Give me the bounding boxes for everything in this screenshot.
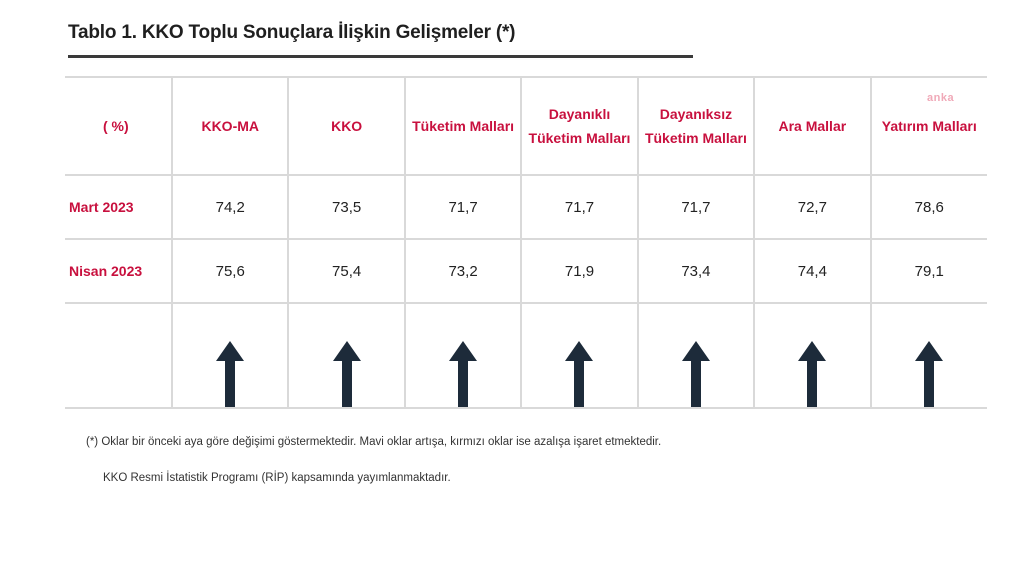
- title-underline: [68, 55, 693, 58]
- table-cell: 75,4: [288, 239, 406, 304]
- arrow-up-icon: [216, 341, 245, 407]
- column-header-line: Ara Mallar: [778, 118, 847, 134]
- arrow-cell: [754, 303, 872, 409]
- row-label: Nisan 2023: [65, 239, 174, 304]
- table-row-arrows: [65, 303, 987, 409]
- column-header-line: Tüketim Malları: [412, 118, 515, 134]
- column-header-line: Tüketim Malları: [528, 130, 631, 146]
- arrow-up-icon: [449, 341, 478, 407]
- arrow-cell: [288, 303, 406, 409]
- column-header-line: Dayanıksız: [659, 106, 733, 122]
- table-cell: 74,4: [754, 239, 872, 304]
- footnote-arrows: (*) Oklar bir önceki aya göre değişimi g…: [86, 436, 662, 448]
- arrow-up-icon: [915, 341, 944, 407]
- empty-cell: [65, 303, 174, 409]
- table-cell: 71,7: [637, 175, 756, 240]
- table-cell: 71,7: [521, 175, 639, 240]
- arrow-cell: [172, 303, 290, 409]
- footnote-rip: KKO Resmi İstatistik Programı (RİP) kaps…: [103, 472, 451, 484]
- column-header-line: Dayanıklı: [548, 106, 611, 122]
- column-header-dayaniksiz-tuketim: Dayanıksız Tüketim Malları: [637, 76, 756, 176]
- kko-table: ( %) KKO-MA KKO Tüketim Malları Dayanıkl…: [65, 76, 987, 409]
- table-cell: 79,1: [870, 239, 987, 304]
- arrow-up-icon: [681, 341, 710, 407]
- table-cell: 71,7: [404, 175, 523, 240]
- table-cell: 71,9: [521, 239, 639, 304]
- table-cell: 75,6: [172, 239, 290, 304]
- arrow-up-icon: [565, 341, 594, 407]
- column-header-line: KKO: [331, 118, 363, 134]
- table-cell: 73,4: [637, 239, 756, 304]
- table-cell: 73,2: [404, 239, 523, 304]
- table-cell: 78,6: [870, 175, 987, 240]
- unit-header: ( %): [65, 76, 174, 176]
- arrow-cell: [404, 303, 523, 409]
- column-header-dayanikli-tuketim: Dayanıklı Tüketim Malları: [521, 76, 639, 176]
- row-label: Mart 2023: [65, 175, 174, 240]
- arrow-up-icon: [332, 341, 361, 407]
- column-header-kko-ma: KKO-MA: [172, 76, 290, 176]
- column-header-line: Tüketim Malları: [644, 130, 747, 146]
- table-title: Tablo 1. KKO Toplu Sonuçlara İlişkin Gel…: [68, 22, 516, 43]
- column-header-line: Yatırım Malları: [881, 118, 977, 134]
- column-header-tuketim-mallari: Tüketim Malları: [404, 76, 523, 176]
- arrow-up-icon: [798, 341, 827, 407]
- table-header-row: ( %) KKO-MA KKO Tüketim Malları Dayanıkl…: [65, 76, 987, 176]
- arrow-cell: [637, 303, 756, 409]
- table-row-nisan-2023: Nisan 2023 75,6 75,4 73,2 71,9 73,4 74,4…: [65, 239, 987, 304]
- table-row-mart-2023: Mart 2023 74,2 73,5 71,7 71,7 71,7 72,7 …: [65, 175, 987, 240]
- table-cell: 74,2: [172, 175, 290, 240]
- column-header-kko: KKO: [288, 76, 406, 176]
- table-cell: 72,7: [754, 175, 872, 240]
- column-header-ara-mallar: Ara Mallar: [754, 76, 872, 176]
- arrow-cell: [521, 303, 639, 409]
- column-header-line: KKO-MA: [201, 118, 259, 134]
- arrow-cell: [870, 303, 987, 409]
- column-header-yatirim-mallari: Yatırım Malları: [870, 76, 987, 176]
- table-cell: 73,5: [288, 175, 406, 240]
